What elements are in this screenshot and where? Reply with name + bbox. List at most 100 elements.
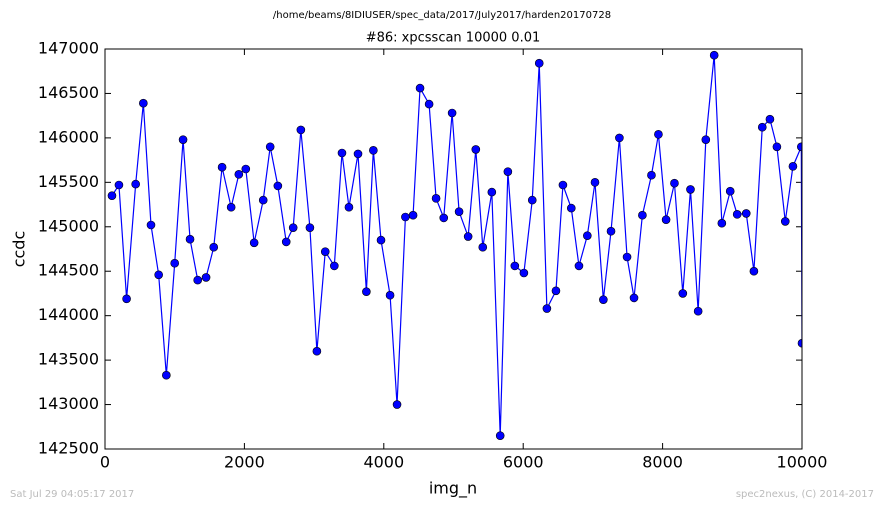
marker [519,268,529,278]
x-tick-label: 4000 [363,453,404,472]
y-tick-label: 145000 [38,216,99,235]
marker [131,179,140,189]
footer-right: spec2nexus, (C) 2014-2017 [736,489,874,500]
suptitle: /home/beams/8IDIUSER/spec_data/2017/July… [273,10,611,21]
marker [376,235,386,245]
marker [670,178,679,188]
marker [661,215,671,224]
marker [424,99,434,109]
marker [590,178,600,187]
marker [454,207,464,216]
marker [296,125,306,135]
x-tick-label: 2000 [224,453,265,472]
x-tick-label: 10000 [777,453,828,472]
marker [772,142,782,152]
x-tick-label: 6000 [503,453,544,472]
marker [495,431,505,440]
marker [439,213,449,223]
marker [551,286,561,296]
marker [170,258,179,268]
marker [527,195,537,205]
y-tick-label: 146500 [38,83,99,102]
marker [139,98,148,108]
marker [431,194,441,203]
marker [369,146,378,155]
chart-title: #86: xpcsscan 10000 0.01 [366,31,541,46]
marker [447,108,457,118]
marker [226,202,236,212]
y-tick-label: 144500 [38,261,99,280]
marker [201,273,211,282]
marker [154,270,163,280]
footer-left: Sat Jul 29 04:05:17 2017 [10,489,134,500]
marker [797,338,802,348]
marker [312,346,322,356]
marker [353,149,363,159]
marker [305,223,315,232]
marker [732,210,742,219]
marker [749,266,759,276]
marker [114,180,124,190]
marker [788,162,798,171]
marker [401,212,410,222]
marker [178,135,188,144]
marker [566,203,576,213]
marker [717,218,727,228]
marker [234,170,244,179]
marker [408,210,418,220]
marker [471,145,481,154]
marker [162,370,171,380]
marker [647,170,656,180]
plot-frame [104,48,803,450]
marker [701,135,711,144]
y-axis-title: ccdc [10,231,29,268]
marker [281,237,291,247]
marker [709,50,719,60]
marker [558,180,568,190]
marker [615,133,624,143]
marker [337,148,347,158]
marker [693,306,703,316]
marker [193,275,203,285]
marker [629,293,639,303]
marker [122,294,131,304]
y-tick-label: 142500 [38,439,99,458]
marker [487,187,497,197]
marker [678,289,688,298]
marker [654,130,663,139]
marker [725,186,735,196]
marker [385,290,395,300]
marker [217,162,227,172]
plot-area [107,50,802,440]
y-tick-label: 146000 [38,127,99,146]
marker [765,114,775,124]
marker [273,181,283,191]
x-axis-title: img_n [429,479,477,499]
marker [392,400,402,409]
y-tick-label: 143500 [38,350,99,369]
marker [288,223,298,232]
marker [265,142,275,152]
marker [320,247,330,256]
marker [510,261,520,271]
marker [534,58,544,68]
marker [503,167,513,176]
marker [574,261,584,271]
x-tick-label: 0 [100,453,110,472]
marker [741,209,751,218]
marker [241,164,251,174]
marker [330,261,339,271]
marker [463,232,473,241]
marker [362,287,371,296]
marker [542,304,552,313]
marker [146,220,156,230]
y-tick-label: 143000 [38,394,99,413]
marker [344,202,354,212]
marker [185,234,195,244]
y-tick-label: 145500 [38,172,99,191]
marker [599,295,608,304]
marker [415,83,425,93]
marker [757,122,767,132]
marker [780,217,790,226]
marker [606,226,616,236]
